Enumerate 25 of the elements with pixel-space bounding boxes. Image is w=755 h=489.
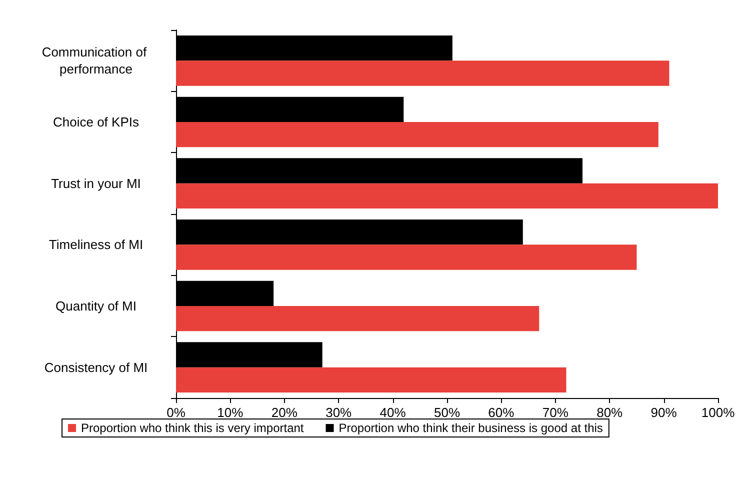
bar	[176, 60, 670, 86]
x-tick-label: 60%	[488, 405, 515, 420]
x-tick-label: 30%	[326, 405, 352, 420]
legend-label: Proportion who think their business is good at this	[338, 421, 603, 435]
x-tick-label: 100%	[701, 405, 736, 420]
x-tick-label: 90%	[650, 405, 678, 420]
x-tick-label: 80%	[596, 405, 624, 420]
y-tick-label: Choice of KPIs	[53, 114, 140, 130]
x-tick-label: 50%	[434, 405, 460, 420]
y-tick-label: Consistency of MI	[44, 360, 148, 375]
bar	[176, 122, 658, 148]
legend-label: Proportion who think this is very important	[81, 421, 304, 435]
x-tick-label: 0%	[166, 405, 186, 420]
x-tick-label: 20%	[271, 405, 298, 420]
bar	[176, 306, 540, 332]
x-tick-label: 70%	[542, 405, 569, 420]
bar	[176, 244, 637, 270]
bar	[176, 183, 718, 208]
bar	[176, 367, 566, 392]
x-tick-label: 40%	[380, 405, 406, 420]
y-tick-label: Timeliness of MI	[48, 237, 144, 252]
y-tick-label: Trust in your MI	[51, 176, 141, 191]
y-tick-label: Quantity of MI	[56, 298, 136, 314]
x-tick-label: 10%	[217, 405, 244, 420]
y-tick-label: Communication of performance	[42, 44, 150, 77]
